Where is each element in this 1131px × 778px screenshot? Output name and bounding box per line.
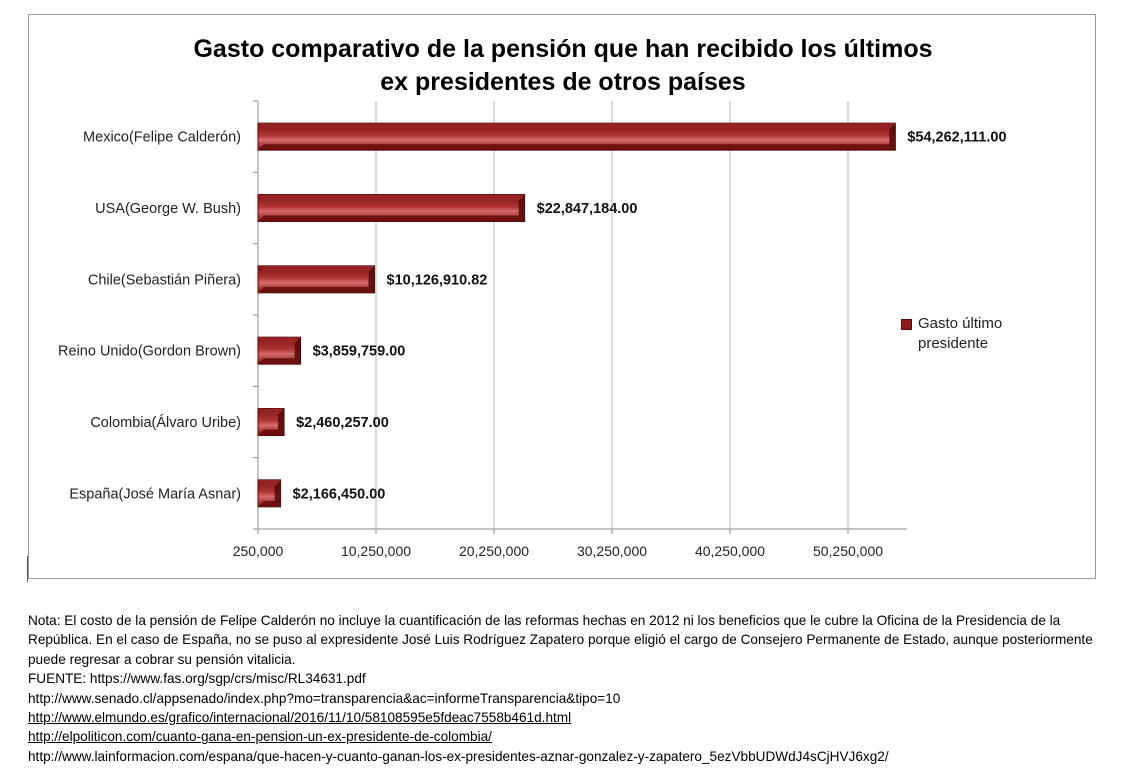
legend: Gasto último presidente — [901, 314, 1028, 354]
bar-bevel-top — [258, 479, 281, 486]
bar — [257, 265, 376, 294]
bar-bevel-top — [258, 408, 285, 415]
x-tick-label: 20,250,000 — [459, 543, 529, 559]
source-link-senado[interactable]: http://www.senado.cl/appsenado/index.php… — [28, 690, 621, 706]
category-label: España(José María Asnar) — [69, 486, 241, 502]
category-label: Reino Unido(Gordon Brown) — [58, 344, 241, 360]
chart-title-line-2: ex presidentes de otros países — [380, 68, 746, 96]
bar-bevel-bottom — [258, 358, 301, 365]
bar-bevel-right — [889, 123, 896, 151]
bar-bevel-bottom — [258, 429, 285, 436]
category-label: Chile(Sebastián Piñera) — [88, 272, 241, 288]
bar-bevel-right — [278, 408, 285, 436]
notes-section: Nota: El costo de la pensión de Felipe C… — [28, 611, 1103, 766]
bar-value-label: $2,460,257.00 — [296, 415, 389, 431]
x-tick-label: 250,000 — [233, 543, 284, 559]
x-tick-label: 40,250,000 — [695, 543, 765, 559]
source-link-elmundo[interactable]: http://www.elmundo.es/grafico/internacio… — [28, 710, 572, 726]
bar-bevel-bottom — [258, 144, 896, 151]
x-tick-label: 30,250,000 — [577, 543, 647, 559]
bar — [257, 336, 302, 365]
x-tick-label: 50,250,000 — [813, 543, 883, 559]
bar-bevel-right — [368, 265, 375, 293]
source-link-lainformacion[interactable]: http://www.lainformacion.com/espana/que-… — [28, 748, 889, 764]
bar — [257, 408, 285, 436]
bar-bevel-top — [258, 194, 525, 201]
bar-value-label: $22,847,184.00 — [537, 201, 638, 217]
category-label: Colombia(Álvaro Uribe) — [90, 414, 241, 431]
bar — [257, 479, 282, 508]
legend-swatch — [901, 319, 912, 330]
bar — [257, 122, 896, 151]
bar-chart-plot: 250,000 10,250,000 20,250,000 30,250,000 40,… — [58, 100, 1007, 559]
bar-bevel-top — [258, 337, 301, 344]
bar-bevel-top — [258, 123, 896, 130]
bar-value-label: $3,859,759.00 — [313, 344, 406, 360]
legend-label-line-1: Gasto último — [918, 315, 1003, 332]
source-fuente: FUENTE: https://www.fas.org/sgp/crs/misc… — [28, 671, 366, 687]
category-label: Mexico(Felipe Calderón) — [83, 130, 241, 146]
bar — [257, 194, 526, 222]
bar-bevel-bottom — [258, 500, 281, 507]
category-label: USA(George W. Bush) — [95, 201, 241, 217]
chart-title: Gasto comparativo de la pensión que han … — [29, 33, 1097, 99]
bar-bevel-bottom — [258, 286, 375, 293]
frame-edge-mark — [27, 556, 28, 582]
bar-value-label: $10,126,910.82 — [387, 272, 488, 288]
source-link-elpoliticon[interactable]: http://elpoliticon.com/cuanto-gana-en-pe… — [28, 729, 492, 745]
bar-value-label: $54,262,111.00 — [907, 130, 1006, 146]
legend-label: Gasto último presidente — [918, 314, 1028, 354]
bar-value-label: $2,166,450.00 — [293, 486, 386, 502]
bar-bevel-top — [258, 265, 375, 272]
bar-bevel-right — [294, 337, 301, 365]
notes-paragraph: Nota: El costo de la pensión de Felipe C… — [28, 613, 1093, 667]
chart-title-line-1: Gasto comparativo de la pensión que han … — [193, 35, 933, 63]
bar-bevel-right — [274, 479, 281, 507]
bar-bevel-bottom — [258, 215, 525, 222]
chart-frame: Gasto comparativo de la pensión que han … — [28, 14, 1096, 579]
bar-bevel-right — [518, 194, 525, 222]
x-tick-label: 10,250,000 — [341, 543, 411, 559]
legend-label-line-2: presidente — [918, 335, 989, 352]
